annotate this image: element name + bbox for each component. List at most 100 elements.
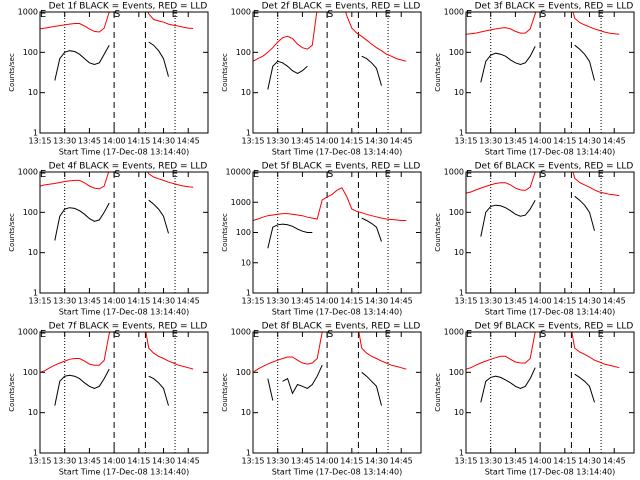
y-axis-label: Counts/sec bbox=[434, 53, 442, 92]
annotation: S bbox=[327, 169, 333, 180]
panel: Det 9f BLACK = Events, RED = LLD Counts/s… bbox=[434, 322, 635, 477]
chart-title: Det 5f BLACK = Events, RED = LLD bbox=[262, 162, 421, 172]
x-axis-label: Start Time (17-Dec-08 13:14:40) bbox=[59, 468, 190, 477]
annotation: E bbox=[40, 9, 46, 20]
series-line bbox=[466, 172, 620, 197]
x-tick-label: 13:30 bbox=[53, 297, 76, 306]
series-line bbox=[253, 332, 407, 373]
y-tick-label: 1 bbox=[33, 129, 38, 138]
x-tick-label: 13:15 bbox=[241, 137, 264, 146]
y-axis-label: Counts/sec bbox=[434, 373, 442, 412]
x-tick-label: 14:15 bbox=[553, 297, 576, 306]
panel: Det 8f BLACK = Events, RED = LLD Counts/s… bbox=[221, 322, 422, 477]
annotation: S bbox=[114, 169, 120, 180]
x-axis-label: Start Time (17-Dec-08 13:14:40) bbox=[272, 308, 403, 317]
annotation: S bbox=[114, 329, 120, 340]
x-tick-label: 14:30 bbox=[152, 297, 175, 306]
y-tick-label: 1 bbox=[459, 449, 464, 458]
x-tick-label: 13:30 bbox=[266, 457, 289, 466]
y-tick-label: 1 bbox=[459, 129, 464, 138]
x-tick-label: 14:45 bbox=[177, 457, 200, 466]
chart-title: Det 2f BLACK = Events, RED = LLD bbox=[262, 2, 421, 12]
x-tick-label: 14:45 bbox=[177, 137, 200, 146]
x-tick-label: 13:45 bbox=[78, 457, 101, 466]
series-line bbox=[253, 12, 407, 62]
y-tick-label: 10 bbox=[241, 88, 251, 97]
y-axis-label: Counts/sec bbox=[221, 53, 229, 92]
y-tick-label: 10 bbox=[241, 408, 251, 417]
x-tick-label: 14:00 bbox=[103, 457, 126, 466]
x-axis-label: Start Time (17-Dec-08 13:14:40) bbox=[485, 308, 616, 317]
series-line bbox=[267, 364, 382, 406]
series-line bbox=[480, 367, 595, 403]
x-tick-label: 14:00 bbox=[103, 137, 126, 146]
y-tick-label: 1 bbox=[246, 129, 251, 138]
x-tick-label: 13:15 bbox=[28, 137, 51, 146]
annotation: E bbox=[40, 329, 46, 340]
annotation: E bbox=[172, 329, 178, 340]
x-tick-label: 14:30 bbox=[365, 457, 388, 466]
y-tick-label: 1000 bbox=[444, 328, 464, 337]
x-axis-label: Start Time (17-Dec-08 13:14:40) bbox=[59, 308, 190, 317]
x-axis-label: Start Time (17-Dec-08 13:14:40) bbox=[272, 468, 403, 477]
x-axis-label: Start Time (17-Dec-08 13:14:40) bbox=[272, 148, 403, 157]
plot-frame bbox=[39, 331, 209, 454]
y-tick-label: 1 bbox=[33, 449, 38, 458]
x-tick-label: 13:45 bbox=[504, 457, 527, 466]
y-tick-label: 10 bbox=[28, 248, 38, 257]
y-tick-label: 100 bbox=[236, 368, 251, 377]
annotation: E bbox=[253, 9, 259, 20]
panel: Det 1f BLACK = Events, RED = LLD Counts/s… bbox=[8, 2, 209, 157]
x-tick-label: 14:00 bbox=[103, 297, 126, 306]
series-line bbox=[54, 199, 169, 241]
x-tick-label: 14:15 bbox=[340, 297, 363, 306]
annotation: E bbox=[466, 169, 472, 180]
chart-title: Det 1f BLACK = Events, RED = LLD bbox=[49, 2, 208, 12]
plot-frame bbox=[39, 171, 209, 294]
panel: Det 2f BLACK = Events, RED = LLD Counts/s… bbox=[221, 2, 422, 157]
x-tick-label: 13:45 bbox=[78, 137, 101, 146]
chart-title: Det 4f BLACK = Events, RED = LLD bbox=[49, 162, 208, 172]
annotation: S bbox=[540, 329, 546, 340]
x-tick-label: 14:45 bbox=[603, 457, 626, 466]
chart-title: Det 6f BLACK = Events, RED = LLD bbox=[475, 162, 634, 172]
y-tick-label: 100 bbox=[236, 48, 251, 57]
x-tick-label: 13:15 bbox=[454, 457, 477, 466]
plot-frame bbox=[252, 171, 422, 294]
y-tick-label: 1000 bbox=[444, 8, 464, 17]
annotation: E bbox=[466, 329, 472, 340]
y-axis-label: Counts/sec bbox=[8, 373, 16, 412]
y-tick-label: 1000 bbox=[18, 328, 38, 337]
x-tick-label: 14:45 bbox=[390, 297, 413, 306]
plot-frame bbox=[465, 171, 635, 294]
y-tick-label: 100 bbox=[449, 208, 464, 217]
x-tick-label: 14:45 bbox=[390, 457, 413, 466]
x-tick-label: 14:00 bbox=[529, 297, 552, 306]
y-tick-label: 1000 bbox=[444, 168, 464, 177]
series-line bbox=[40, 12, 194, 33]
y-axis-label: Counts/sec bbox=[8, 213, 16, 252]
series-line bbox=[466, 12, 620, 35]
annotation: E bbox=[40, 169, 46, 180]
y-axis-label: Counts/sec bbox=[8, 53, 16, 92]
x-tick-label: 14:45 bbox=[390, 137, 413, 146]
series-line bbox=[267, 217, 382, 249]
y-tick-label: 1 bbox=[246, 449, 251, 458]
plot-frame bbox=[465, 331, 635, 454]
x-tick-label: 14:30 bbox=[152, 137, 175, 146]
annotation: E bbox=[385, 169, 391, 180]
chart-title: Det 9f BLACK = Events, RED = LLD bbox=[475, 322, 634, 332]
plot-frame bbox=[465, 11, 635, 134]
annotation: S bbox=[540, 169, 546, 180]
series-line bbox=[54, 41, 169, 81]
x-tick-label: 13:15 bbox=[241, 297, 264, 306]
y-tick-label: 10000 bbox=[226, 168, 251, 177]
x-tick-label: 13:30 bbox=[53, 137, 76, 146]
x-tick-label: 14:00 bbox=[316, 297, 339, 306]
x-tick-label: 13:45 bbox=[504, 137, 527, 146]
x-tick-label: 13:45 bbox=[291, 297, 314, 306]
y-tick-label: 100 bbox=[23, 48, 38, 57]
x-tick-label: 14:45 bbox=[177, 297, 200, 306]
chart-title: Det 3f BLACK = Events, RED = LLD bbox=[475, 2, 634, 12]
